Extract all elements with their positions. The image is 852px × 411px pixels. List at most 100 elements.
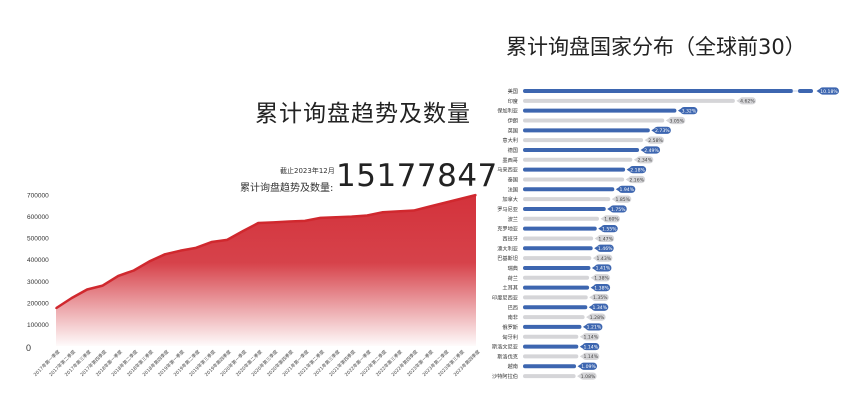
y-tick-label: 600000	[27, 214, 49, 221]
data-point	[195, 247, 197, 249]
data-label-pill	[579, 372, 597, 380]
data-label: 1.38%	[594, 285, 609, 291]
data-point	[117, 275, 120, 277]
data-label: 10.18%	[820, 89, 838, 95]
data-label: 1.21%	[587, 325, 602, 331]
data-label-pill	[593, 274, 611, 282]
data-point	[210, 241, 213, 243]
y-tick-label: 500000	[27, 236, 49, 243]
data-label-pointer	[598, 226, 602, 231]
data-label-pointer	[640, 147, 644, 152]
data-label-pill	[668, 116, 686, 125]
data-label-pill	[618, 185, 636, 193]
data-label-pill	[588, 313, 606, 321]
area-chart: 0 100000 200000 300000 400000 500000 600000 700…	[26, 193, 480, 378]
data-point	[412, 209, 415, 212]
data-label-pointer	[594, 236, 598, 241]
data-label: 1.43%	[597, 256, 612, 262]
data-label-pill	[582, 342, 600, 351]
data-label: 1.46%	[598, 246, 613, 252]
country-label: 印度尼西亚	[492, 293, 518, 301]
data-label-pill	[582, 352, 600, 361]
data-label-pointer	[665, 118, 669, 123]
data-point	[366, 214, 368, 217]
data-label-pill	[653, 126, 671, 134]
data-label: 1.41%	[596, 266, 611, 272]
data-label-pill	[591, 303, 609, 311]
country-label: 德国	[508, 146, 518, 154]
as-of-date: 截止2023年12月	[280, 167, 335, 175]
data-label-pointer	[615, 187, 619, 192]
y-tick-label: 200000	[27, 300, 49, 307]
data-label-pointer	[600, 216, 604, 221]
data-label: 1.47%	[598, 236, 613, 242]
data-label: 2.73%	[655, 128, 670, 134]
data-label-pointer	[816, 89, 820, 93]
data-point	[257, 222, 260, 224]
data-label-pointer	[625, 177, 629, 182]
data-label-pill	[593, 284, 611, 292]
data-label-pointer	[591, 265, 595, 270]
data-label-pointer	[579, 354, 583, 359]
country-label: 意大利	[502, 136, 518, 144]
data-point	[272, 221, 275, 224]
country-label: 土耳其	[502, 284, 518, 292]
data-point	[86, 288, 88, 291]
country-label: 越南	[508, 362, 518, 370]
data-label: 3.05%	[669, 118, 684, 124]
data-label-pointer	[579, 344, 583, 349]
data-label-pill	[636, 156, 654, 164]
data-point	[70, 297, 73, 299]
data-label: 1.60%	[604, 217, 619, 223]
data-label: 4.62%	[740, 99, 755, 105]
data-point	[288, 220, 291, 223]
data-label-pill	[591, 293, 609, 302]
country-label: 克罗地亚	[497, 225, 518, 233]
data-label-pill	[600, 225, 618, 233]
bar-chart-title: 累计询盘国家分布（全球前30）	[506, 35, 806, 59]
data-label-pointer	[651, 128, 655, 133]
data-label: 1.14%	[584, 335, 599, 341]
data-point	[304, 220, 306, 222]
data-label-pointer	[588, 305, 592, 310]
country-label: 斯洛文尼亚	[492, 343, 518, 351]
data-label-pill	[594, 264, 612, 272]
country-label: 匈牙利	[502, 333, 518, 341]
data-label: 2.49%	[644, 148, 659, 154]
country-label: 俄罗斯	[502, 323, 518, 331]
data-label: 1.38%	[594, 276, 609, 282]
data-label: 2.34%	[638, 158, 653, 164]
data-label-pointer	[736, 98, 740, 103]
country-label: 西班牙	[502, 234, 518, 242]
data-label: 2.58%	[648, 138, 663, 144]
data-point	[319, 217, 322, 219]
data-label-pill	[603, 215, 620, 223]
country-label: 泰国	[508, 175, 518, 183]
data-label: 1.75%	[611, 207, 626, 213]
data-label-pill	[585, 323, 603, 331]
country-label: 罗马尼亚	[497, 205, 518, 213]
data-label-pointer	[590, 285, 594, 290]
data-label: 3.32%	[682, 108, 697, 114]
data-label-pointer	[589, 295, 593, 300]
data-label: 1.28%	[590, 315, 605, 321]
data-label: 1.09%	[581, 364, 596, 370]
country-label: 加拿大	[502, 195, 518, 203]
data-label-pointer	[626, 167, 630, 172]
country-label: 巴基斯坦	[497, 254, 518, 262]
country-label: 美国	[508, 87, 518, 95]
data-point	[428, 205, 431, 208]
data-point	[101, 284, 104, 287]
data-label: 2.18%	[630, 167, 645, 173]
area-chart-title: 累计询盘趋势及数量	[255, 101, 471, 127]
data-label-pointer	[577, 374, 581, 379]
data-label: 1.34%	[593, 305, 608, 311]
country-label: 瑞典	[508, 264, 518, 272]
data-point	[164, 253, 166, 256]
country-label: 伊朗	[508, 116, 518, 124]
data-label-pill	[580, 362, 598, 370]
data-label-pointer	[611, 197, 615, 202]
data-point	[381, 211, 384, 214]
data-label: 1.14%	[584, 344, 599, 350]
data-label-pointer	[677, 108, 681, 113]
